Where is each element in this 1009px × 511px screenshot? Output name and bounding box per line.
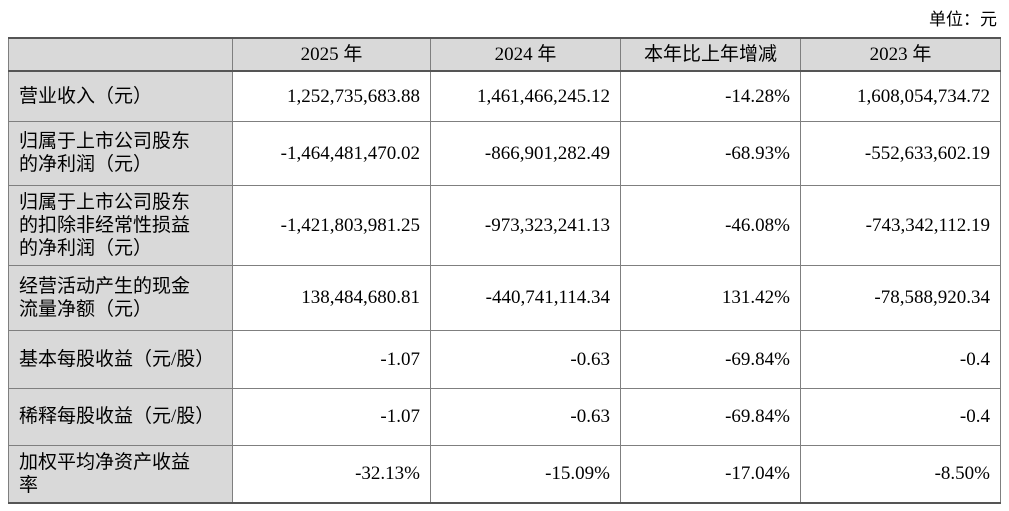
- row-label: 营业收入（元）: [8, 70, 233, 122]
- value-yoy-change: -46.08%: [620, 184, 801, 266]
- row-label: 经营活动产生的现金流量净额（元）: [8, 264, 233, 331]
- value-2023: -0.4: [800, 329, 1001, 389]
- header-cell-2024: 2024 年: [430, 37, 621, 72]
- row-label: 归属于上市公司股东的净利润（元）: [8, 120, 233, 186]
- value-2024: -0.63: [430, 387, 621, 446]
- value-2024: -973,323,241.13: [430, 184, 621, 266]
- header-cell-blank: [8, 37, 233, 72]
- value-2023: -743,342,112.19: [800, 184, 1001, 266]
- header-row: 2025 年 2024 年 本年比上年增减 2023 年: [8, 37, 1001, 72]
- table-row-operating-revenue: 营业收入（元） 1,252,735,683.88 1,461,466,245.1…: [8, 70, 1001, 122]
- value-2025: -1.07: [232, 329, 431, 389]
- value-2024: 1,461,466,245.12: [430, 70, 621, 122]
- unit-label: 单位：元: [929, 10, 997, 29]
- value-2025: 138,484,680.81: [232, 264, 431, 331]
- row-label: 归属于上市公司股东的扣除非经常性损益的净利润（元）: [8, 184, 233, 266]
- value-2025: -32.13%: [232, 444, 431, 503]
- value-2025: 1,252,735,683.88: [232, 70, 431, 122]
- value-yoy-change: -69.84%: [620, 329, 801, 389]
- value-yoy-change: -14.28%: [620, 70, 801, 122]
- table-row-net-profit-excl-nonrecurring: 归属于上市公司股东的扣除非经常性损益的净利润（元） -1,421,803,981…: [8, 184, 1001, 266]
- table-row-diluted-eps: 稀释每股收益（元/股） -1.07 -0.63 -69.84% -0.4: [8, 387, 1001, 446]
- value-yoy-change: -69.84%: [620, 387, 801, 446]
- financial-summary-table: 2025 年 2024 年 本年比上年增减 2023 年 营业收入（元） 1,2…: [8, 37, 1001, 504]
- row-label: 基本每股收益（元/股）: [8, 329, 233, 389]
- value-yoy-change: -17.04%: [620, 444, 801, 503]
- value-yoy-change: 131.42%: [620, 264, 801, 331]
- value-2025: -1.07: [232, 387, 431, 446]
- value-2025: -1,421,803,981.25: [232, 184, 431, 266]
- value-2023: -78,588,920.34: [800, 264, 1001, 331]
- value-2023: -552,633,602.19: [800, 120, 1001, 186]
- value-2023: -8.50%: [800, 444, 1001, 503]
- value-2023: 1,608,054,734.72: [800, 70, 1001, 122]
- table-row-weighted-avg-roe: 加权平均净资产收益率 -32.13% -15.09% -17.04% -8.50…: [8, 444, 1001, 503]
- value-2024: -866,901,282.49: [430, 120, 621, 186]
- table-row-basic-eps: 基本每股收益（元/股） -1.07 -0.63 -69.84% -0.4: [8, 329, 1001, 389]
- header-cell-2023: 2023 年: [800, 37, 1001, 72]
- value-2024: -0.63: [430, 329, 621, 389]
- value-2023: -0.4: [800, 387, 1001, 446]
- header-cell-yoy-change: 本年比上年增减: [620, 37, 801, 72]
- value-2024: -15.09%: [430, 444, 621, 503]
- row-label: 稀释每股收益（元/股）: [8, 387, 233, 446]
- value-2025: -1,464,481,470.02: [232, 120, 431, 186]
- header-cell-2025: 2025 年: [232, 37, 431, 72]
- table-row-operating-cash-flow: 经营活动产生的现金流量净额（元） 138,484,680.81 -440,741…: [8, 264, 1001, 331]
- value-2024: -440,741,114.34: [430, 264, 621, 331]
- table-row-net-profit: 归属于上市公司股东的净利润（元） -1,464,481,470.02 -866,…: [8, 120, 1001, 186]
- value-yoy-change: -68.93%: [620, 120, 801, 186]
- row-label: 加权平均净资产收益率: [8, 444, 233, 503]
